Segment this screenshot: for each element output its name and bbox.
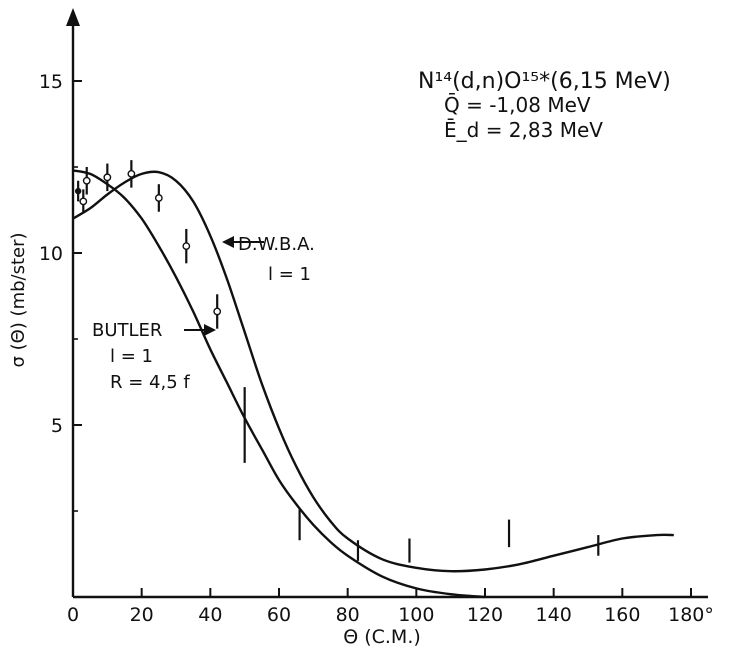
energy-label: Ē_d = 2,83 MeV	[444, 118, 603, 142]
x-tick-label: 60	[267, 604, 291, 626]
dwba-label: D.W.B.A. l = 1	[222, 234, 315, 285]
data-point	[79, 197, 88, 206]
x-tick-label: 180°	[668, 604, 714, 626]
data-points	[74, 160, 600, 563]
butler-label-line-2: l = 1	[110, 346, 153, 367]
x-axis-label: Θ (C.M.)	[343, 626, 421, 648]
x-tick-label: 0	[67, 604, 79, 626]
data-point	[74, 187, 82, 195]
x-tick-label: 140	[536, 604, 572, 626]
butler-label: BUTLER l = 1 R = 4,5 f	[92, 320, 216, 393]
reaction-annotation: N¹⁴(d,n)O¹⁵*(6,15 MeV) Q̄ = -1,08 MeV Ē_…	[418, 69, 671, 142]
y-tick-label: 15	[39, 71, 63, 93]
dwba-arrow-icon	[222, 236, 234, 248]
x-tick-label: 40	[198, 604, 222, 626]
reaction-label: N¹⁴(d,n)O¹⁵*(6,15 MeV)	[418, 69, 671, 94]
x-tick-label: 20	[130, 604, 154, 626]
x-tick-label: 120	[467, 604, 503, 626]
x-ticks: 0 20 40 60 80 100 120 140 160 180°	[67, 588, 714, 626]
y-tick-label: 10	[39, 243, 63, 265]
butler-label-line-3: R = 4,5 f	[110, 372, 190, 393]
data-point	[127, 169, 136, 178]
data-point	[82, 176, 91, 185]
dwba-label-line-1: D.W.B.A.	[238, 234, 315, 255]
axes	[66, 8, 708, 599]
y-axis-arrow-icon	[66, 8, 80, 26]
butler-arrow-icon	[204, 324, 216, 336]
q-value-label: Q̄ = -1,08 MeV	[444, 92, 591, 117]
y-tick-label: 5	[51, 415, 63, 437]
x-tick-label: 100	[398, 604, 434, 626]
butler-label-line-1: BUTLER	[92, 320, 162, 341]
y-ticks: 5 10 15	[39, 71, 82, 512]
y-axis-label: σ (Θ) (mb/ster)	[8, 232, 29, 367]
data-point	[154, 194, 163, 202]
data-point	[213, 307, 222, 316]
x-tick-label: 160	[604, 604, 640, 626]
x-tick-label: 80	[336, 604, 360, 626]
data-point	[182, 242, 191, 251]
data-point	[103, 173, 112, 182]
dwba-curve	[72, 170, 674, 573]
dwba-label-line-2: l = 1	[268, 264, 311, 285]
